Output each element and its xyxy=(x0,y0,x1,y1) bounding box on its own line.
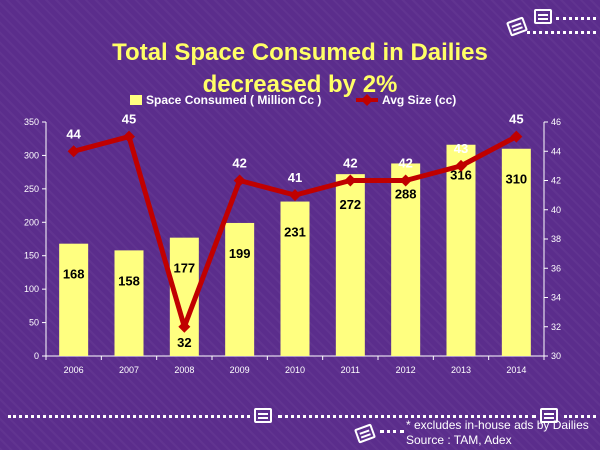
x-tick-label: 2007 xyxy=(119,365,139,375)
bar-value-label: 199 xyxy=(229,246,251,261)
line-point-marker xyxy=(67,145,80,158)
bar xyxy=(446,144,476,356)
line-value-label: 41 xyxy=(288,170,302,185)
bar-series: 168 158 177 199 231 272 288 316 310 xyxy=(59,144,531,356)
source-note: Source : TAM, Adex xyxy=(406,433,512,447)
legend-marker-line xyxy=(361,94,373,106)
x-tick-label: 2008 xyxy=(174,365,194,375)
bar-value-label: 158 xyxy=(118,273,140,288)
legend-swatch-bar xyxy=(130,95,142,105)
bar-value-label: 316 xyxy=(450,168,472,183)
bar xyxy=(335,174,365,356)
chart-title-line-2: decreased by 2% xyxy=(202,71,398,98)
y-right-tick-label: 46 xyxy=(551,117,561,127)
y-left-tick-label: 100 xyxy=(24,284,39,294)
legend: Space Consumed ( Million Cc ) Avg Size (c… xyxy=(130,93,456,107)
y-right-tick-label: 36 xyxy=(551,263,561,273)
line-point-marker xyxy=(399,174,412,187)
bar xyxy=(225,222,255,356)
y-right-tick-label: 32 xyxy=(551,322,561,332)
legend-label-bar: Space Consumed ( Million Cc ) xyxy=(146,93,321,107)
bottom-dotted-divider xyxy=(564,415,596,418)
line-point-marker xyxy=(455,159,467,172)
y-right-tick-label: 40 xyxy=(551,205,561,215)
x-tick-label: 2010 xyxy=(285,365,305,375)
y-right-tick-label: 38 xyxy=(551,234,561,244)
x-tick-label: 2009 xyxy=(230,365,250,375)
line-value-label: 42 xyxy=(232,156,246,171)
line-point-marker xyxy=(233,174,246,187)
top-dotted-divider xyxy=(527,31,596,34)
bar-value-label: 177 xyxy=(173,261,195,276)
chart-title-line-1: Total Space Consumed in Dailies xyxy=(112,39,488,66)
newspaper-icon xyxy=(540,408,558,423)
line-point-marker xyxy=(510,130,523,143)
bottom-dotted-divider xyxy=(278,415,536,418)
bar-value-label: 272 xyxy=(339,197,361,212)
bar xyxy=(280,201,310,356)
y-right-tick-label: 30 xyxy=(551,351,561,361)
bar-value-label: 288 xyxy=(395,186,417,201)
y-left-tick-label: 300 xyxy=(24,150,39,160)
bar-value-label: 310 xyxy=(505,172,527,187)
newspaper-icon xyxy=(534,9,552,24)
newspaper-icon xyxy=(254,408,272,423)
bottom-dotted-divider xyxy=(380,430,404,433)
legend-label-line: Avg Size (cc) xyxy=(382,93,456,107)
line-value-label: 42 xyxy=(343,156,357,171)
line-point-marker xyxy=(123,130,135,143)
x-tick-label: 2014 xyxy=(506,365,526,375)
line-point-marker xyxy=(344,174,357,187)
y-right-tick-label: 34 xyxy=(551,293,561,303)
x-tick-label: 2012 xyxy=(396,365,416,375)
line-value-label: 45 xyxy=(509,112,523,127)
bar xyxy=(114,250,144,356)
y-left-tick-label: 50 xyxy=(29,318,39,328)
y-left-tick-label: 200 xyxy=(24,217,39,227)
bar xyxy=(391,163,421,356)
y-left-tick-label: 250 xyxy=(24,184,39,194)
bottom-dotted-divider xyxy=(8,415,250,418)
bar-value-label: 168 xyxy=(63,267,85,282)
line-series: 44 45 32 42 41 42 42 43 45 xyxy=(66,112,523,350)
line-point-marker xyxy=(178,320,191,333)
y-left-tick-label: 0 xyxy=(34,351,39,361)
footnote: * excludes in-house ads by Dailies xyxy=(406,418,589,432)
x-tick-label: 2006 xyxy=(64,365,84,375)
line-value-label: 44 xyxy=(66,126,81,141)
y-left-tick-label: 150 xyxy=(24,251,39,261)
line-point-marker xyxy=(289,189,301,202)
bar xyxy=(59,243,89,356)
y-left-tick-label: 350 xyxy=(24,117,39,127)
x-tick-label: 2011 xyxy=(341,365,360,375)
line-value-label: 32 xyxy=(177,335,191,350)
line-value-label: 45 xyxy=(122,112,136,127)
bar-value-label: 231 xyxy=(284,225,306,240)
x-tick-label: 2013 xyxy=(451,365,471,375)
top-dotted-divider xyxy=(556,17,596,20)
y-right-tick-label: 42 xyxy=(551,176,561,186)
bar xyxy=(501,148,531,356)
line-value-label: 42 xyxy=(398,156,412,171)
line-value-label: 43 xyxy=(454,141,468,156)
y-right-tick-label: 44 xyxy=(551,146,561,156)
